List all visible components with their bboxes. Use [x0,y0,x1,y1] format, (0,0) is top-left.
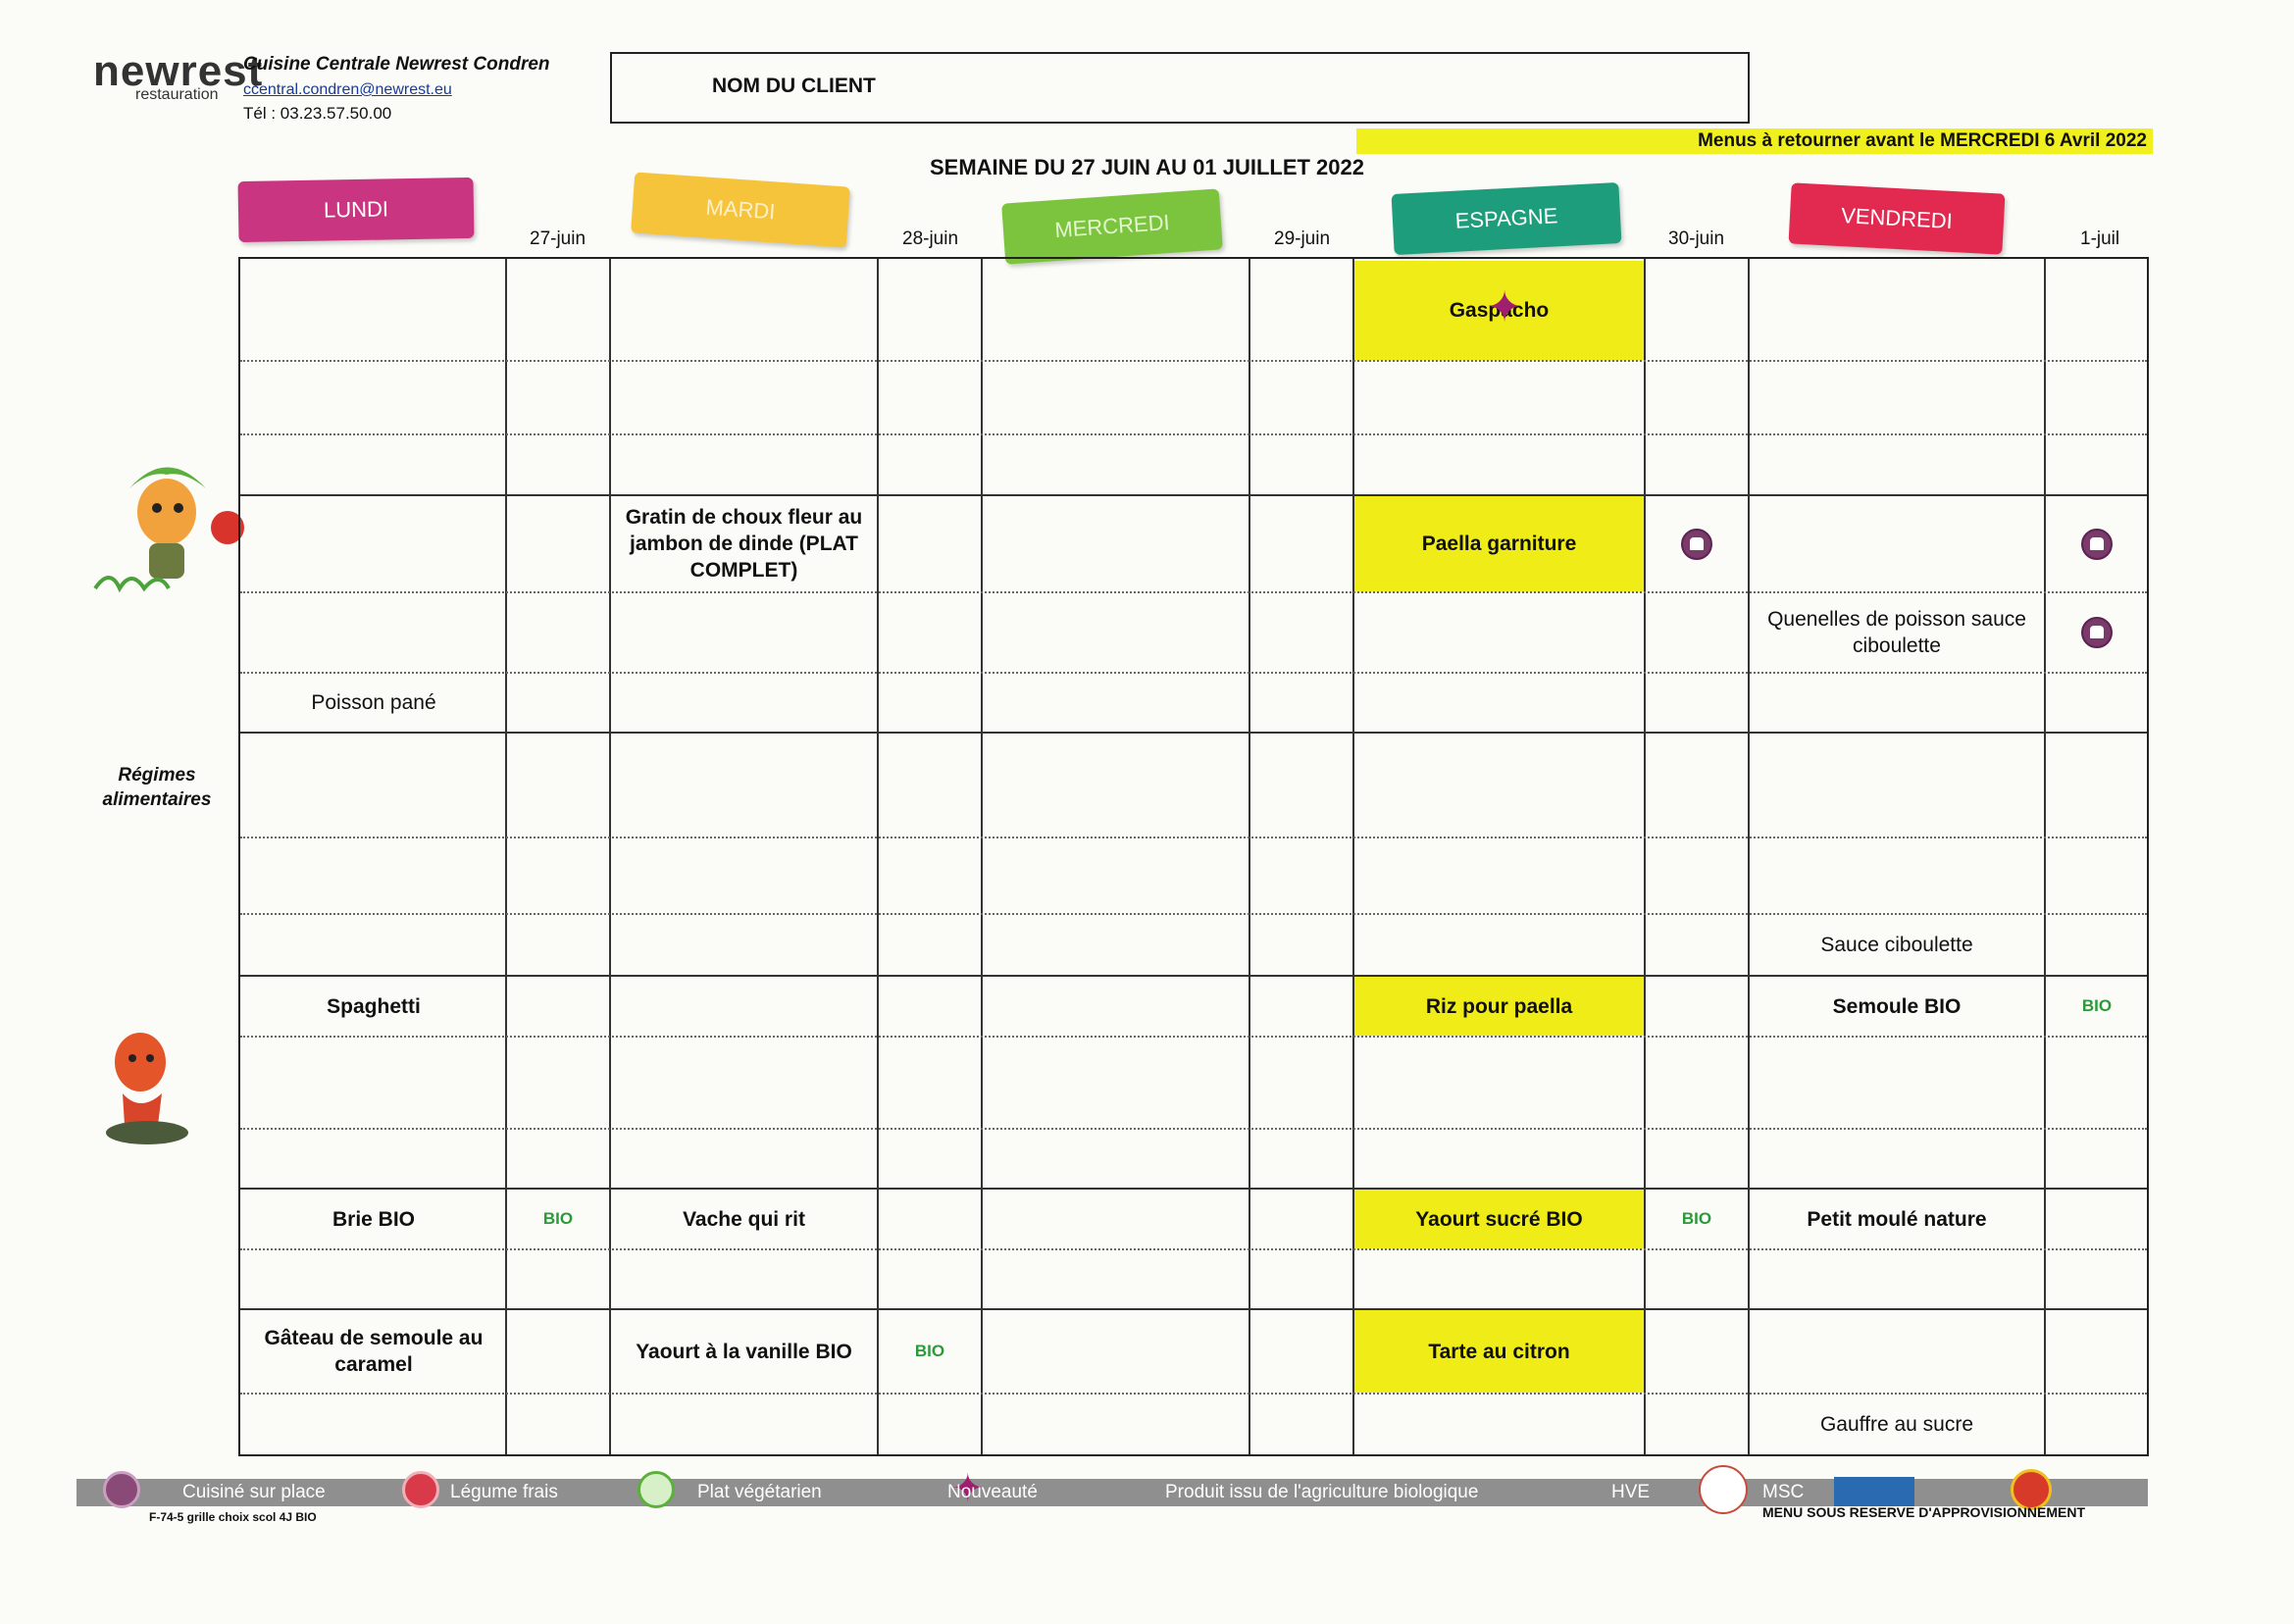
org-phone: Tél : 03.23.57.50.00 [243,104,392,123]
nouveaute-legend-icon: ✦ [951,1467,985,1510]
client-name-label: NOM DU CLIENT [712,75,876,97]
menu-item-espagne-accomp: Riz pour paella [1354,977,1644,1036]
col-divider [609,259,611,1454]
menu-item-vendredi-dessert: Gauffre au sucre [1819,1413,1974,1436]
logo-subtitle: restauration [135,86,219,103]
col-divider [505,259,507,1454]
section-divider [240,975,2147,977]
legend-hve: HVE [1611,1482,1651,1502]
menu-item-espagne-dessert: Tarte au citron [1354,1310,1644,1393]
bio-leaf-icon: BIO [2081,996,2113,1015]
legend-legume: Légume frais [450,1482,558,1502]
regimes-label: Régimes alimentaires [102,765,212,810]
section-divider [240,1188,2147,1190]
pepper-mascot-illustration [106,1033,188,1144]
vegetable-mascot-illustration [93,467,244,593]
date-mercredi: 29-juin [1274,228,1331,249]
org-email-link[interactable]: ccentral.condren@newrest.eu [243,81,452,98]
menu-grid: Gaspacho ✦ Gratin de choux fleur au jamb… [238,257,2149,1456]
menu-item-espagne-entree: Gaspacho [1354,261,1644,360]
col-divider [1352,259,1354,1454]
newrest-logo: newrest [93,47,264,95]
cuisine-sur-place-legend-icon [103,1471,140,1508]
row-divider [240,672,2147,674]
day-badge-mercredi: MERCREDI [1001,188,1223,265]
cuisine-sur-place-icon [2046,593,2148,672]
col-divider [1748,259,1750,1454]
legend-msc: MSC [1762,1482,1805,1502]
legend-nouveaute: Nouveauté [947,1482,1038,1502]
col-divider [877,259,879,1454]
row-divider [240,1248,2147,1250]
menu-item-mardi-fromage: Vache qui rit [683,1207,805,1231]
date-mardi: 28-juin [902,228,959,249]
legend-bio: Produit issu de l'agriculture biologique [1165,1482,1479,1502]
section-divider [240,1308,2147,1310]
col-divider [981,259,983,1454]
section-divider [240,732,2147,734]
row-divider [240,913,2147,915]
col-divider [2044,259,2046,1454]
day-badge-lundi: LUNDI [237,177,475,243]
menu-item-espagne-fromage: Yaourt sucré BIO [1354,1190,1644,1248]
menu-item-vendredi-fromage: Petit moulé nature [1807,1207,1987,1231]
row-divider [240,1393,2147,1395]
legend-cuisine: Cuisiné sur place [182,1482,326,1502]
col-divider [1249,259,1250,1454]
bio-leaf-icon: BIO [1681,1209,1712,1228]
menu-item-vendredi-plat: Quenelles de poisson sauce ciboulette [1767,608,2026,657]
label-rouge-logo [1699,1465,1748,1514]
row-divider [240,360,2147,362]
legume-frais-legend-icon [402,1471,439,1508]
menu-item-lundi-plat: Poisson pané [311,691,436,714]
legend-vegetarien: Plat végétarien [697,1482,822,1502]
menu-item-mardi-plat: Gratin de choux fleur au jambon de dinde… [625,506,863,582]
week-title: SEMAINE DU 27 JUIN AU 01 JUILLET 2022 [930,155,1364,179]
menu-item-espagne-plat: Paella garniture [1354,496,1644,591]
cuisine-sur-place-icon [1646,496,1748,591]
section-divider [240,494,2147,496]
cuisine-sur-place-icon [2046,496,2148,591]
msc-peche-durable-logo [1834,1477,1914,1506]
day-badge-mardi: MARDI [631,172,850,248]
date-vendredi: 1-juil [2080,228,2120,249]
document-code: F-74-5 grille choix scol 4J BIO [149,1510,317,1524]
date-lundi: 27-juin [530,228,586,249]
date-espagne: 30-juin [1668,228,1725,249]
vegetarien-legend-icon [637,1471,675,1508]
day-badge-espagne: ESPAGNE [1391,181,1622,256]
day-badge-vendredi: VENDREDI [1788,182,2006,255]
menu-item-mardi-dessert: Yaourt à la vanille BIO [636,1340,852,1363]
bio-leaf-icon: BIO [914,1342,945,1360]
menu-item-vendredi-accomp: Semoule BIO [1832,994,1962,1018]
deadline-banner: Menus à retourner avant le MERCREDI 6 Av… [1356,128,2153,154]
menu-item-vendredi-sauce: Sauce ciboulette [1820,934,1973,956]
aop-logo [2011,1469,2052,1510]
menu-item-lundi-accomp: Spaghetti [327,994,421,1018]
org-name: Cuisine Centrale Newrest Condren [243,54,550,75]
row-divider [240,1128,2147,1130]
client-name-box[interactable] [610,52,1750,124]
row-divider [240,433,2147,435]
row-divider [240,1036,2147,1038]
col-divider [1644,259,1646,1454]
row-divider [240,591,2147,593]
menu-item-lundi-dessert: Gâteau de semoule au caramel [264,1327,484,1376]
reserve-notice: MENU SOUS RESERVE D'APPROVISIONNEMENT [1762,1504,2086,1520]
row-divider [240,837,2147,838]
menu-item-lundi-fromage: Brie BIO [331,1207,416,1231]
bio-leaf-icon: BIO [542,1209,574,1228]
